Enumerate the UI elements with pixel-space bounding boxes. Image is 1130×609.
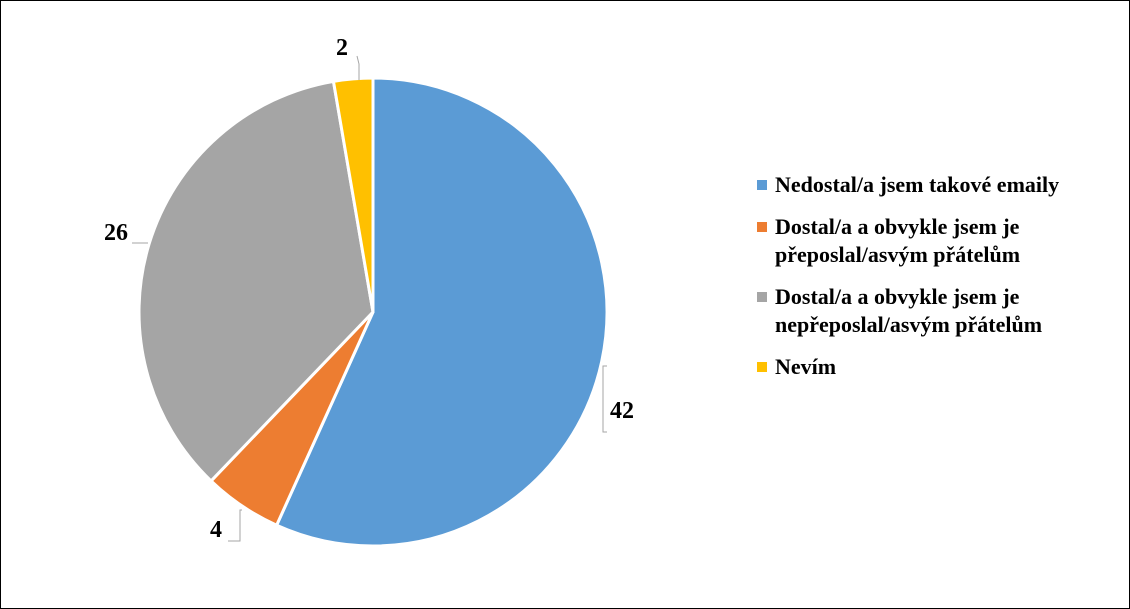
legend-label-2: Dostal/a a obvykle jsem je přeposlal/asv… (775, 214, 1021, 267)
leader-line-4 (356, 55, 360, 80)
legend-item-2: Dostal/a a obvykle jsem je přeposlal/asv… (757, 213, 1127, 269)
legend-item-3: Dostal/a a obvykle jsem je nepřeposlal/a… (757, 283, 1127, 339)
leader-line-2 (228, 509, 242, 542)
data-label-3: 26 (104, 220, 128, 246)
legend-swatch-2 (757, 222, 767, 232)
legend-swatch-3 (757, 292, 767, 302)
legend-item-4: Nevím (757, 353, 1127, 381)
data-label-1: 42 (610, 398, 634, 424)
legend-item-1: Nedostal/a jsem takové emaily (757, 171, 1127, 199)
pie-slice-4 (331, 76, 375, 314)
data-label-2: 4 (210, 517, 222, 543)
legend-label-1: Nedostal/a jsem takové emaily (775, 172, 1060, 197)
pie-slice-1 (275, 76, 609, 548)
legend-label-4: Nevím (775, 354, 837, 379)
pie-slice-3 (137, 79, 375, 483)
legend-swatch-1 (757, 180, 767, 190)
legend-swatch-4 (757, 362, 767, 372)
leader-line-1 (602, 365, 607, 433)
legend-label-3: Dostal/a a obvykle jsem je nepřeposlal/a… (775, 284, 1043, 337)
data-label-4: 2 (336, 35, 348, 61)
chart-legend: Nedostal/a jsem takové emaily Dostal/a a … (757, 171, 1127, 395)
